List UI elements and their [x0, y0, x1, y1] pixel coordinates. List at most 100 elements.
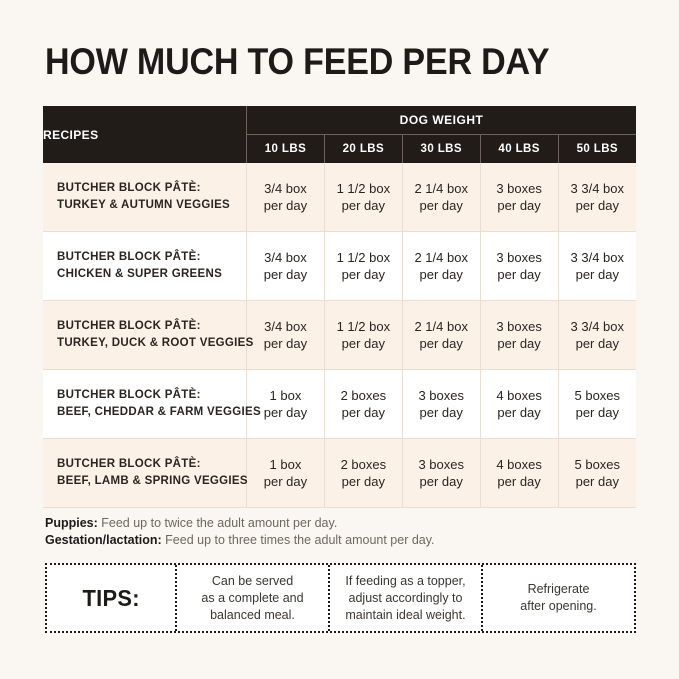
tips-label: TIPS: [82, 584, 140, 611]
amount-period: per day [575, 405, 619, 420]
amount-period: per day [497, 474, 541, 489]
amount-cell: 2 1/4 box per day [401, 163, 481, 232]
recipe-line-2: CHICKEN & SUPER GREENS [57, 268, 223, 280]
amount-value: 3/4 box [264, 250, 307, 265]
amount-period: per day [341, 336, 386, 351]
note-gestation: Gestation/lactation: Feed up to three ti… [45, 532, 435, 549]
header-weight-20lbs: 20 LBS [323, 134, 403, 163]
amount-value: 2 1/4 box [414, 181, 468, 196]
amount-cell: 1 1/2 box per day [323, 163, 403, 232]
recipe-name-cell: BUTCHER BLOCK PÂTÈ: TURKEY, DUCK & ROOT … [43, 300, 253, 370]
amount-period: per day [263, 336, 308, 351]
amount-cell: 3 3/4 box per day [557, 231, 636, 301]
header-row-weights: 10 LBS 20 LBS 30 LBS 40 LBS 50 LBS [43, 134, 636, 163]
header-weight-40lbs: 40 LBS [479, 134, 559, 163]
amount-cell: 3/4 box per day [246, 300, 325, 370]
recipe-line-2: TURKEY & AUTUMN VEGGIES [57, 199, 231, 211]
amount-period: per day [419, 336, 463, 351]
recipe-name-cell: BUTCHER BLOCK PÂTÈ: BEEF, LAMB & SPRING … [43, 438, 248, 508]
amount-cell: 3 boxes per day [479, 231, 559, 301]
amount-period: per day [341, 267, 386, 282]
amount-period: per day [497, 405, 541, 420]
recipe-line-2: BEEF, CHEDDAR & FARM VEGGIES [57, 406, 261, 418]
feeding-notes: Puppies: Feed up to twice the adult amou… [45, 515, 435, 549]
amount-value: 3 3/4 box [570, 250, 625, 265]
amount-period: per day [575, 198, 619, 213]
amount-period: per day [419, 267, 463, 282]
table-row: BUTCHER BLOCK PÂTÈ: BEEF, CHEDDAR & FARM… [43, 369, 636, 439]
amount-value: 5 boxes [574, 457, 621, 472]
recipe-line-2: BEEF, LAMB & SPRING VEGGIES [57, 475, 248, 487]
amount-period: per day [497, 198, 541, 213]
recipe-name-cell: BUTCHER BLOCK PÂTÈ: BEEF, CHEDDAR & FARM… [43, 369, 261, 439]
table-row: BUTCHER BLOCK PÂTÈ: CHICKEN & SUPER GREE… [43, 231, 636, 301]
tip-item-1: Can be served as a complete and balanced m… [175, 565, 328, 631]
amount-value: 1 1/2 box [336, 319, 391, 334]
amount-value: 3 3/4 box [570, 181, 625, 196]
amount-cell: 2 1/4 box per day [401, 300, 481, 370]
amount-value: 3 boxes [496, 250, 542, 265]
note-puppies: Puppies: Feed up to twice the adult amou… [45, 515, 435, 532]
amount-cell: 4 boxes per day [479, 369, 559, 439]
amount-period: per day [575, 267, 619, 282]
amount-value: 1 box [269, 457, 302, 472]
note-gestation-text: Feed up to three times the adult amount … [161, 533, 435, 547]
amount-cell: 3 boxes per day [401, 369, 481, 439]
page-title: HOW MUCH TO FEED PER DAY [45, 41, 550, 82]
amount-cell: 2 boxes per day [323, 369, 403, 439]
amount-value: 1 1/2 box [336, 250, 391, 265]
header-weight-30lbs: 30 LBS [401, 134, 481, 163]
amount-cell: 3 boxes per day [479, 300, 559, 370]
header-dog-weight: DOG WEIGHT [246, 106, 636, 135]
recipe-line-1: BUTCHER BLOCK PÂTÈ: [57, 320, 201, 332]
amount-cell: 3 boxes per day [401, 438, 481, 508]
recipe-line-1: BUTCHER BLOCK PÂTÈ: [57, 389, 201, 401]
amount-value: 5 boxes [574, 388, 621, 403]
amount-value: 3/4 box [264, 319, 307, 334]
note-puppies-label: Puppies: [45, 516, 98, 530]
amount-value: 3 boxes [418, 388, 464, 403]
amount-cell: 5 boxes per day [557, 369, 636, 439]
amount-period: per day [263, 405, 308, 420]
tips-box: TIPS: Can be served as a complete and bala… [45, 563, 636, 633]
table-row: BUTCHER BLOCK PÂTÈ: BEEF, LAMB & SPRING … [43, 438, 636, 508]
amount-cell: 4 boxes per day [479, 438, 559, 508]
amount-period: per day [419, 198, 463, 213]
note-puppies-text: Feed up to twice the adult amount per da… [97, 516, 338, 530]
amount-cell: 2 1/4 box per day [401, 231, 481, 301]
amount-period: per day [263, 198, 308, 213]
amount-value: 1 box [269, 388, 302, 403]
amount-period: per day [419, 405, 463, 420]
amount-value: 2 1/4 box [414, 319, 468, 334]
amount-value: 3 boxes [496, 181, 542, 196]
recipe-name-cell: BUTCHER BLOCK PÂTÈ: CHICKEN & SUPER GREE… [43, 231, 247, 301]
amount-period: per day [263, 267, 308, 282]
header-row-top: RECIPES DOG WEIGHT [43, 106, 636, 163]
feeding-table: RECIPES DOG WEIGHT 10 LBS 20 LBS 30 LBS … [43, 106, 636, 508]
header-weight-50lbs: 50 LBS [557, 134, 636, 163]
header-recipes: RECIPES [43, 106, 247, 163]
recipe-line-1: BUTCHER BLOCK PÂTÈ: [57, 251, 201, 263]
amount-period: per day [575, 336, 619, 351]
amount-cell: 1 box per day [246, 438, 325, 508]
amount-cell: 3 boxes per day [479, 163, 559, 232]
amount-cell: 3/4 box per day [246, 231, 325, 301]
amount-cell: 2 boxes per day [323, 438, 403, 508]
amount-period: per day [575, 474, 619, 489]
tip-item-2: If feeding as a topper, adjust accordingl… [328, 565, 481, 631]
amount-value: 3 boxes [418, 457, 464, 472]
header-weight-10lbs: 10 LBS [246, 134, 325, 163]
amount-period: per day [497, 267, 541, 282]
tip-item-3: Refrigerate after opening. [481, 565, 634, 631]
amount-value: 3/4 box [264, 181, 307, 196]
amount-cell: 1 box per day [246, 369, 325, 439]
recipe-name-cell: BUTCHER BLOCK PÂTÈ: TURKEY & AUTUMN VEGG… [43, 163, 247, 232]
amount-value: 2 boxes [340, 388, 387, 403]
amount-value: 4 boxes [496, 388, 542, 403]
recipe-line-1: BUTCHER BLOCK PÂTÈ: [57, 458, 201, 470]
amount-value: 3 3/4 box [570, 319, 625, 334]
amount-value: 3 boxes [496, 319, 542, 334]
amount-value: 2 1/4 box [414, 250, 468, 265]
amount-period: per day [341, 474, 386, 489]
